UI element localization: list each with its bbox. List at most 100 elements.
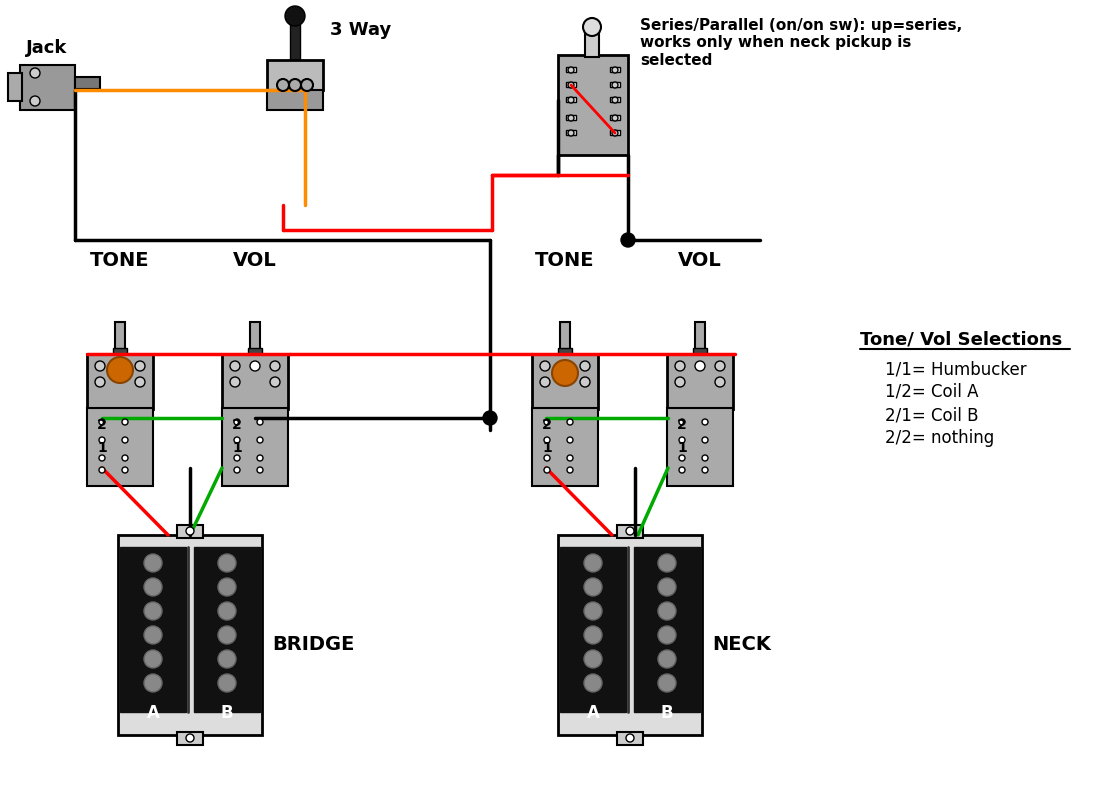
Bar: [113, 348, 127, 355]
Circle shape: [186, 527, 194, 535]
Circle shape: [544, 437, 550, 443]
Circle shape: [99, 419, 105, 425]
Bar: [558, 535, 702, 735]
Text: 1: 1: [678, 441, 687, 455]
Circle shape: [584, 554, 603, 572]
Bar: [617, 525, 643, 538]
Circle shape: [702, 467, 708, 473]
Circle shape: [99, 467, 105, 473]
Text: A: A: [147, 704, 159, 722]
Circle shape: [567, 455, 573, 461]
Circle shape: [234, 467, 240, 473]
Circle shape: [218, 650, 236, 668]
Circle shape: [626, 734, 634, 742]
Circle shape: [568, 130, 573, 136]
Text: B: B: [661, 704, 673, 722]
Bar: [558, 348, 572, 355]
Text: TONE: TONE: [535, 251, 595, 270]
Circle shape: [122, 467, 128, 473]
Circle shape: [186, 734, 194, 742]
Bar: [120, 547, 186, 712]
Circle shape: [270, 361, 280, 371]
Circle shape: [659, 626, 676, 644]
Circle shape: [568, 97, 573, 103]
Circle shape: [144, 650, 162, 668]
Circle shape: [122, 419, 128, 425]
Text: NECK: NECK: [712, 635, 771, 654]
Circle shape: [584, 626, 603, 644]
Circle shape: [679, 419, 685, 425]
Circle shape: [584, 674, 603, 692]
Circle shape: [144, 626, 162, 644]
Circle shape: [715, 361, 725, 371]
Circle shape: [99, 437, 105, 443]
Bar: [222, 408, 288, 486]
Circle shape: [659, 650, 676, 668]
Bar: [668, 408, 732, 486]
Bar: [75, 77, 100, 89]
Circle shape: [584, 18, 601, 36]
Text: BRIDGE: BRIDGE: [272, 635, 354, 654]
Circle shape: [584, 602, 603, 620]
Bar: [8, 73, 22, 101]
Circle shape: [567, 467, 573, 473]
Text: 2/1= Coil B: 2/1= Coil B: [885, 406, 979, 424]
Bar: [194, 547, 260, 712]
Circle shape: [234, 419, 240, 425]
Text: 1: 1: [97, 441, 106, 455]
Circle shape: [612, 67, 618, 73]
Circle shape: [256, 419, 263, 425]
Circle shape: [659, 602, 676, 620]
Bar: [668, 354, 732, 409]
Circle shape: [234, 437, 240, 443]
Text: 1/2= Coil A: 1/2= Coil A: [885, 383, 979, 401]
Circle shape: [620, 233, 635, 247]
Bar: [290, 18, 300, 60]
Bar: [20, 65, 75, 110]
Bar: [267, 90, 323, 110]
Circle shape: [218, 602, 236, 620]
Text: 3 Way: 3 Way: [330, 21, 391, 39]
Bar: [566, 67, 576, 72]
Bar: [532, 354, 598, 409]
Bar: [566, 97, 576, 102]
Bar: [87, 354, 153, 409]
Circle shape: [696, 361, 704, 371]
Circle shape: [30, 68, 40, 78]
Circle shape: [284, 6, 305, 26]
Bar: [267, 60, 323, 90]
Bar: [248, 348, 262, 355]
Text: Tone/ Vol Selections: Tone/ Vol Selections: [860, 330, 1062, 348]
Bar: [585, 27, 599, 57]
Circle shape: [250, 361, 260, 371]
Circle shape: [659, 674, 676, 692]
Text: VOL: VOL: [678, 251, 722, 270]
Circle shape: [702, 455, 708, 461]
Bar: [558, 55, 628, 155]
Text: 1: 1: [542, 441, 552, 455]
Circle shape: [144, 554, 162, 572]
Circle shape: [675, 361, 685, 371]
Circle shape: [144, 578, 162, 596]
Bar: [87, 408, 153, 486]
Circle shape: [144, 602, 162, 620]
Text: Series/Parallel (on/on sw): up=series,
works only when neck pickup is
selected: Series/Parallel (on/on sw): up=series, w…: [640, 18, 962, 68]
Circle shape: [612, 82, 618, 88]
Bar: [617, 732, 643, 745]
Circle shape: [230, 377, 240, 387]
Text: A: A: [587, 704, 599, 722]
Circle shape: [659, 554, 676, 572]
Circle shape: [256, 455, 263, 461]
Circle shape: [679, 455, 685, 461]
Circle shape: [277, 79, 289, 91]
Bar: [222, 354, 288, 409]
Text: VOL: VOL: [233, 251, 277, 270]
Circle shape: [122, 437, 128, 443]
Circle shape: [218, 674, 236, 692]
Circle shape: [230, 361, 240, 371]
Circle shape: [270, 377, 280, 387]
Circle shape: [95, 377, 105, 387]
Circle shape: [483, 411, 497, 425]
Circle shape: [218, 626, 236, 644]
Circle shape: [99, 455, 105, 461]
